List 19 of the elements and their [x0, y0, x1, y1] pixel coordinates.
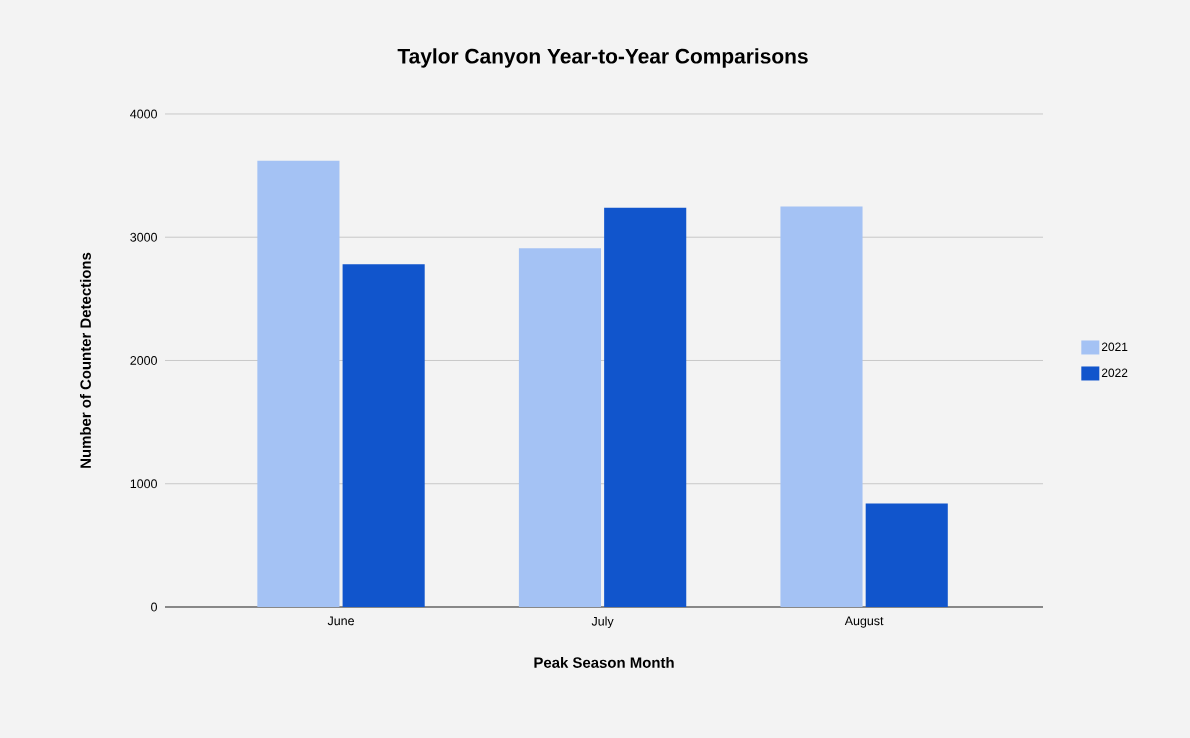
x-tick-label: June [327, 616, 354, 626]
x-tick-label: August [844, 616, 884, 628]
legend-label: 2022 [1101, 368, 1128, 378]
y-tick-label: 3000 [130, 232, 157, 242]
x-axis-title: Peak Season Month [534, 656, 674, 668]
y-tick-label: 1000 [130, 479, 157, 489]
legend-label: 2021 [1101, 342, 1128, 352]
y-tick-label: 2000 [130, 356, 157, 365]
x-tick-label: July [591, 616, 614, 629]
bar [865, 503, 948, 607]
bar [604, 207, 687, 607]
chart-title: Taylor Canyon Year-to-Year Comparisons [397, 48, 808, 68]
bar [257, 160, 340, 607]
y-axis-title: Number of Counter Detections [79, 252, 91, 468]
bar [780, 206, 863, 607]
bar [342, 264, 425, 607]
y-tick-label: 0 [151, 602, 157, 612]
bar [518, 248, 602, 607]
y-tick-label: 4000 [130, 109, 157, 119]
